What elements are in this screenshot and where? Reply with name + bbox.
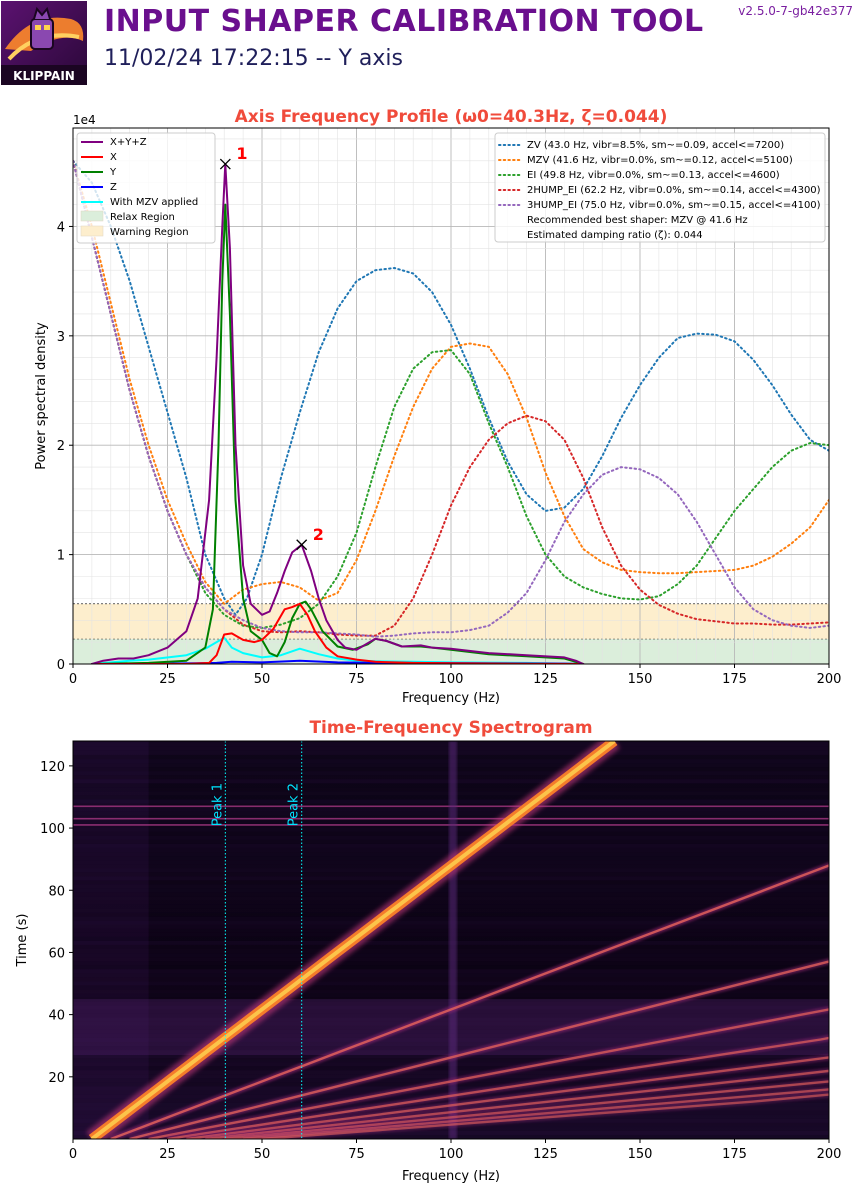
spectrogram-x-tick-label: 25 <box>159 1147 176 1162</box>
psd-y-tick-label: 4 <box>57 220 65 235</box>
psd-series-x+y+z <box>90 163 585 664</box>
psd-y-multiplier: 1e4 <box>73 113 96 127</box>
spectrogram-y-tick-label: 120 <box>40 760 65 775</box>
spectrogram-y-axis-label: Time (s) <box>15 914 30 968</box>
spectrogram-x-tick-label: 0 <box>69 1147 77 1162</box>
spectrogram-x-tick-label: 50 <box>254 1147 271 1162</box>
legend-left-label: Warning Region <box>110 227 189 238</box>
psd-chart-title: Axis Frequency Profile (ω0=40.3Hz, ζ=0.0… <box>235 107 668 127</box>
spectrogram-peak-label: Peak 2 <box>287 783 302 826</box>
harmonic-line-3 <box>129 960 829 1139</box>
harmonic-line-10 <box>261 1093 829 1139</box>
psd-y-tick-label: 1 <box>57 549 65 564</box>
legend-left-label: Y <box>109 167 117 178</box>
spectrogram-title: Time-Frequency Spectrogram <box>309 718 592 738</box>
app-title: INPUT SHAPER CALIBRATION TOOL <box>104 4 704 39</box>
spectrogram-y-tick-label: 80 <box>48 884 65 899</box>
psd-x-tick-label: 150 <box>628 672 653 687</box>
legend-left-label: X <box>110 152 117 163</box>
spectrogram-y-tick-label: 100 <box>40 822 65 837</box>
legend-left-label: With MZV applied <box>110 197 198 208</box>
psd-y-tick-label: 2 <box>57 439 65 454</box>
legend-right-label: 2HUMP_EI (62.2 Hz, vibr=0.0%, sm~=0.14, … <box>527 185 821 196</box>
legend-note: Recommended best shaper: MZV @ 41.6 Hz <box>527 215 748 226</box>
peak-label: 2 <box>313 525 324 544</box>
legend-left-label: X+Y+Z <box>110 137 147 148</box>
version-label: v2.5.0-7-gb42e377 <box>738 4 853 18</box>
legend-left-label: Relax Region <box>110 212 175 223</box>
session-subtitle: 11/02/24 17:22:15 -- Y axis <box>104 46 403 71</box>
legend-left-label: Z <box>110 182 117 193</box>
klippain-logo: KLIPPAIN <box>1 1 87 85</box>
psd-series-2hump_ei <box>73 159 829 637</box>
spectrogram-x-tick-label: 150 <box>628 1147 653 1162</box>
spectrogram-peak-label: Peak 1 <box>210 783 225 826</box>
logo-text: KLIPPAIN <box>13 69 75 83</box>
peak-marker <box>296 539 308 551</box>
spectrogram-x-tick-label: 100 <box>439 1147 464 1162</box>
spectrogram-x-axis-label: Frequency (Hz) <box>402 1169 500 1184</box>
psd-x-tick-label: 175 <box>722 672 747 687</box>
psd-legend-right-box <box>494 132 826 243</box>
spectrogram-x-tick-label: 175 <box>722 1147 747 1162</box>
psd-x-tick-label: 0 <box>69 672 77 687</box>
harmonic-line-7 <box>205 1069 829 1139</box>
harmonic-line-6 <box>186 1056 829 1139</box>
psd-y-tick-label: 0 <box>57 658 65 673</box>
legend-right-label: ZV (43.0 Hz, vibr=8.5%, sm~=0.09, accel<… <box>527 140 784 151</box>
psd-x-tick-label: 25 <box>159 672 176 687</box>
legend-right-label: MZV (41.6 Hz, vibr=0.0%, sm~=0.12, accel… <box>527 155 793 166</box>
harmonic-core-1 <box>90 741 616 1139</box>
psd-x-tick-label: 200 <box>817 672 842 687</box>
psd-series-x <box>90 602 585 664</box>
harmonic-line-4 <box>148 1008 829 1139</box>
legend-right-label: EI (49.8 Hz, vibr=0.0%, sm~=0.13, accel<… <box>527 170 780 181</box>
spectrogram-x-tick-label: 125 <box>533 1147 558 1162</box>
legend-swatch <box>80 210 104 222</box>
harmonic-line-2 <box>110 864 829 1139</box>
legend-swatch <box>80 225 104 237</box>
peak-marker <box>219 158 231 170</box>
psd-series-3hump_ei <box>73 159 829 638</box>
spectrogram-y-tick-label: 60 <box>48 946 65 961</box>
legend-right-label: 3HUMP_EI (75.0 Hz, vibr=0.0%, sm~=0.15, … <box>527 200 821 211</box>
psd-x-tick-label: 75 <box>348 672 365 687</box>
psd-series-zv <box>73 159 829 616</box>
psd-y-tick-label: 3 <box>57 330 65 345</box>
harmonic-line-5 <box>167 1036 829 1139</box>
spectrogram-y-tick-label: 40 <box>48 1009 65 1024</box>
psd-x-tick-label: 125 <box>533 672 558 687</box>
spectrogram-y-tick-label: 20 <box>48 1071 65 1086</box>
spectrogram-x-tick-label: 75 <box>348 1147 365 1162</box>
spectrogram-vertical-band <box>448 741 457 1139</box>
psd-x-tick-label: 100 <box>439 672 464 687</box>
psd-x-axis-label: Frequency (Hz) <box>402 691 500 706</box>
peak-label: 1 <box>236 144 247 163</box>
legend-note: Estimated damping ratio (ζ): 0.044 <box>527 230 703 241</box>
psd-series-mzv <box>73 159 829 605</box>
spectrogram-x-tick-label: 200 <box>817 1147 842 1162</box>
psd-y-axis-label: Power spectral density <box>34 322 49 470</box>
spectrogram-plot-area: Peak 1 Peak 2 0 25 50 75 100 125 150 175 200 20 40 6… <box>15 740 842 1184</box>
psd-x-tick-label: 50 <box>254 672 271 687</box>
psd-legend-left-box <box>76 132 216 244</box>
psd-plot-area: 1 2 0 25 50 75 100 125 150 175 200 0 1 2 3 4 1e4 Frequ… <box>34 113 841 706</box>
spectrogram-noise-region <box>73 741 149 1139</box>
